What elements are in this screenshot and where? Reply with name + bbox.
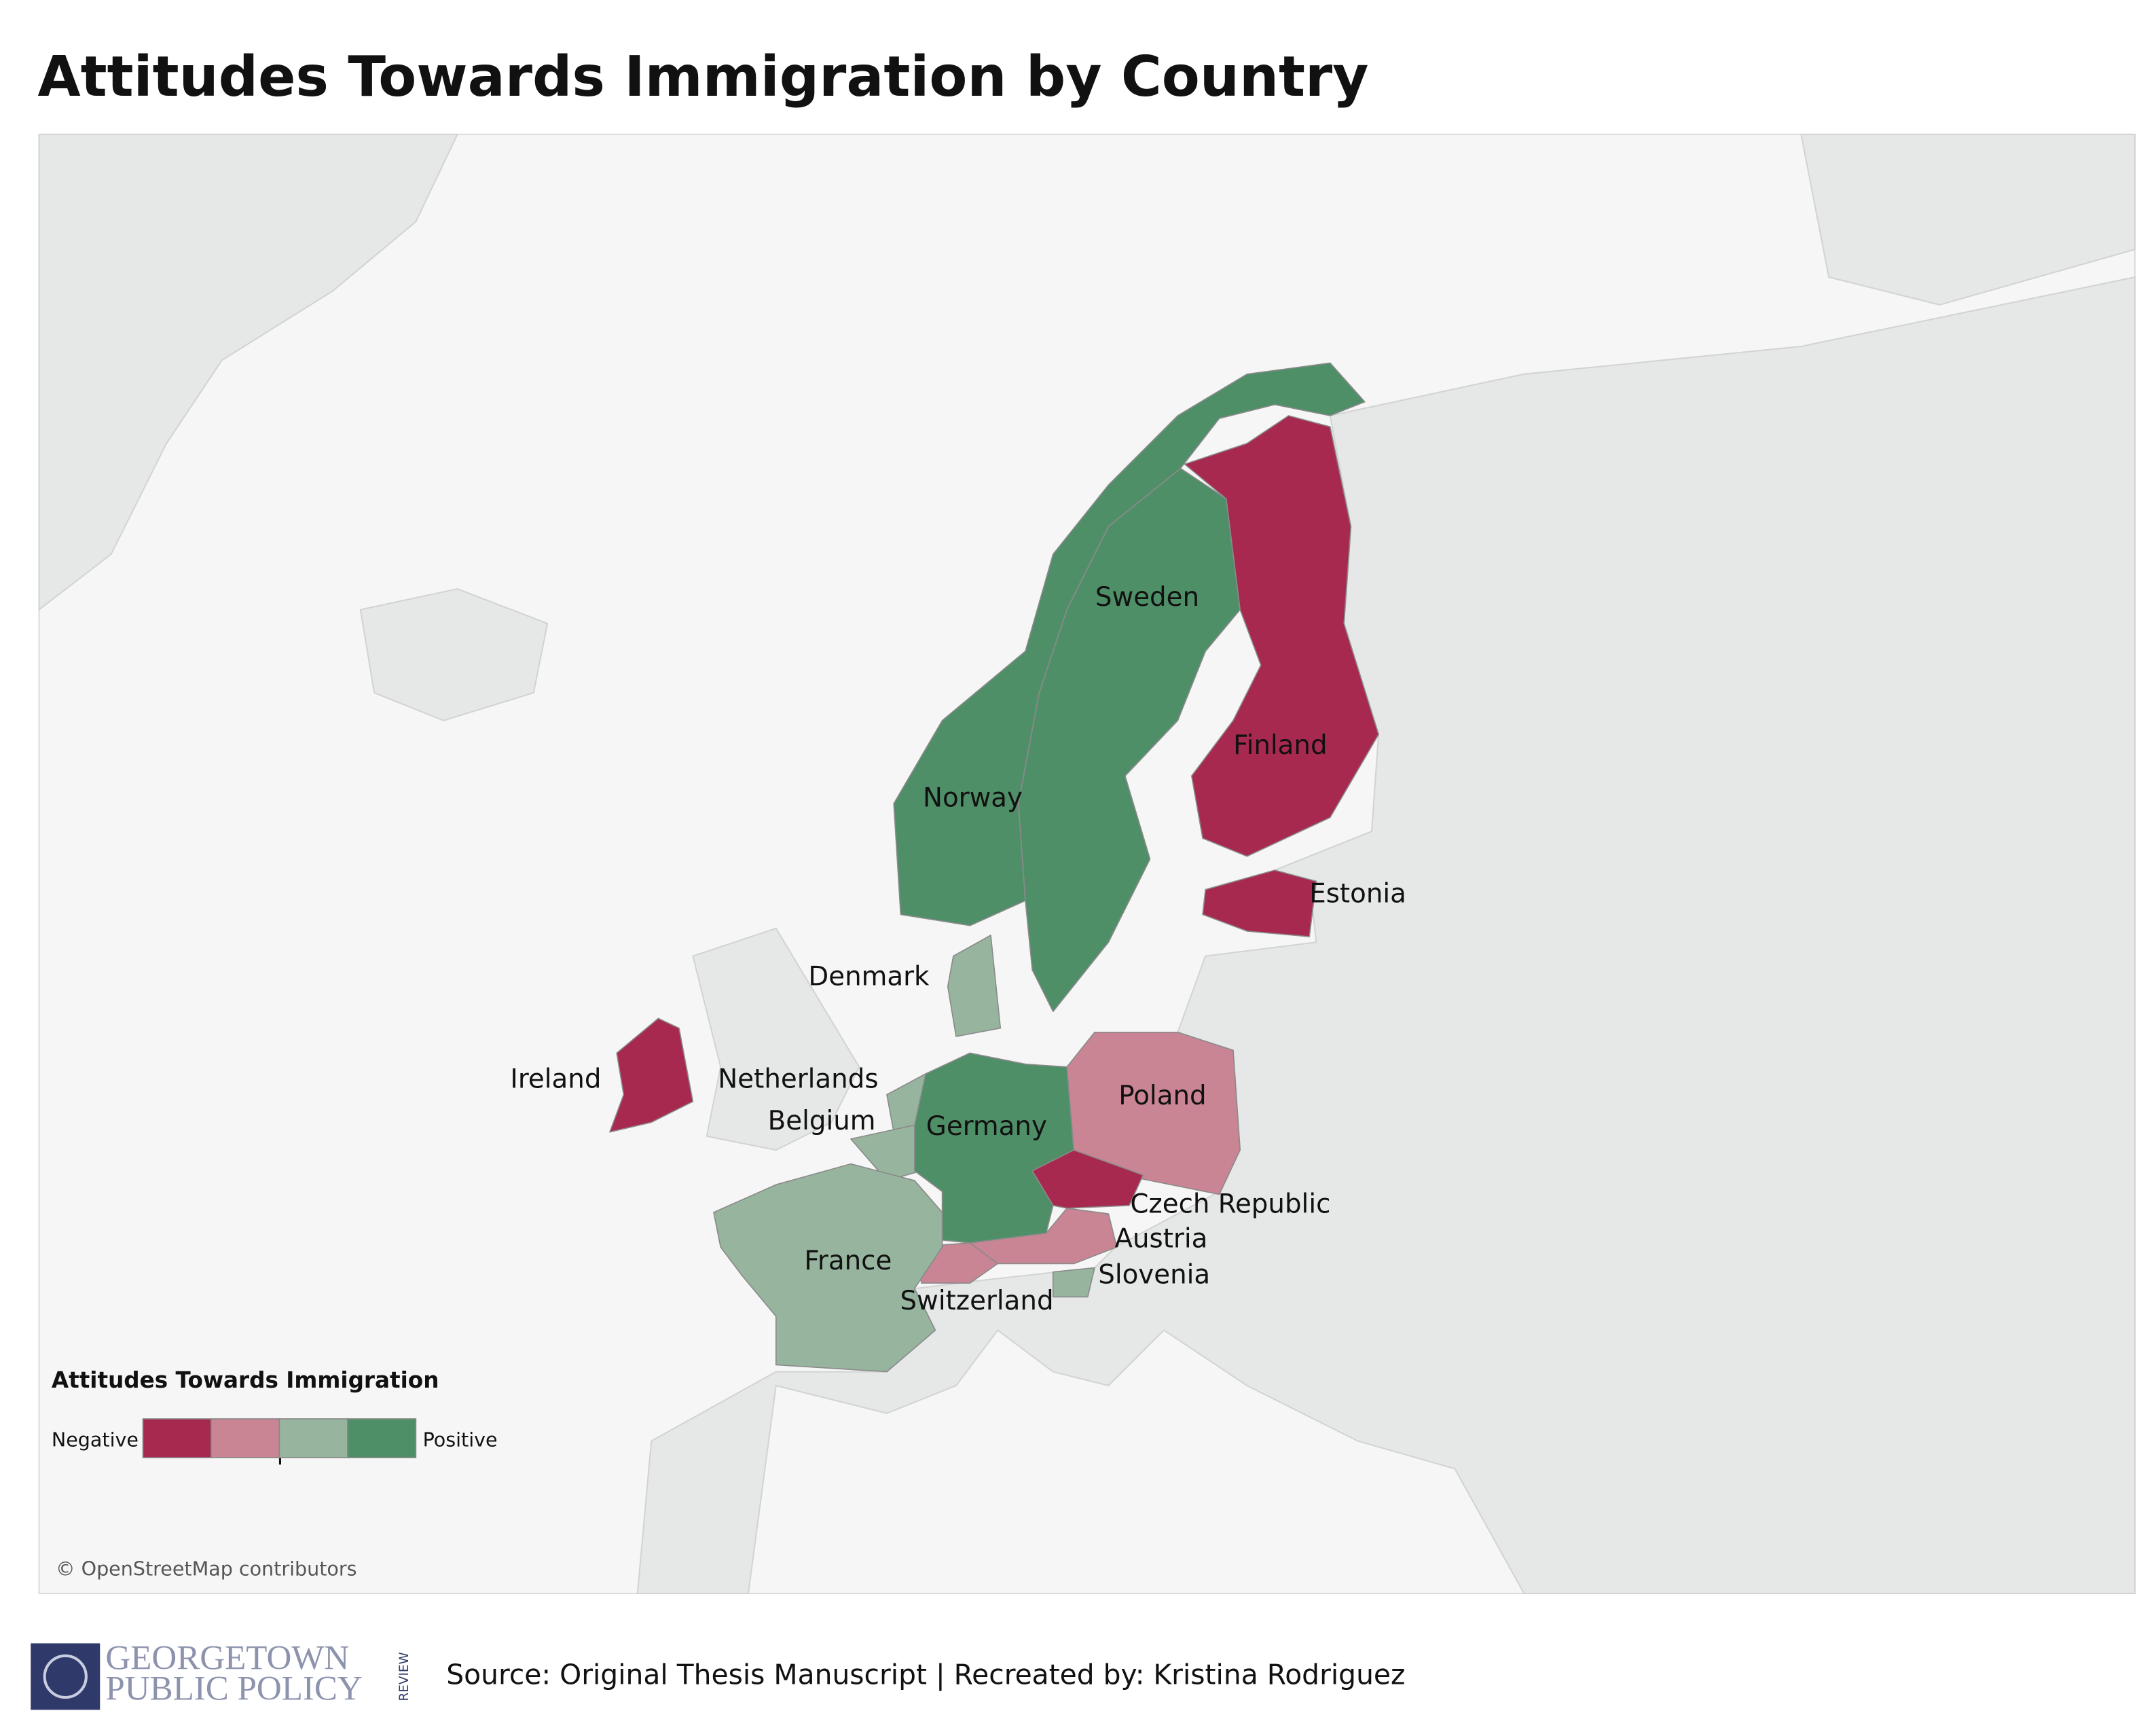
map: Norway Sweden Finland Estonia Denmark Ireland… bbox=[38, 133, 2136, 1595]
legend-swatch bbox=[347, 1418, 417, 1458]
land bbox=[359, 588, 549, 721]
base-map bbox=[38, 133, 2136, 1595]
legend-title: Attitudes Towards Immigration bbox=[52, 1367, 439, 1393]
legend-swatch bbox=[142, 1418, 212, 1458]
country-label: France bbox=[804, 1246, 892, 1276]
country-shape bbox=[947, 935, 1002, 1037]
source: Source: Original Thesis Manuscript | Rec… bbox=[446, 1658, 1405, 1691]
title: Attitudes Towards Immigration by Country bbox=[37, 45, 1368, 109]
attribution: © OpenStreetMap contributors bbox=[56, 1557, 357, 1580]
land bbox=[1800, 133, 2136, 306]
legend-high: Positive bbox=[423, 1428, 498, 1451]
country-label: Denmark bbox=[808, 962, 930, 992]
logo-line1: GEORGETOWN bbox=[105, 1640, 349, 1678]
country-shape bbox=[969, 1208, 1118, 1265]
countries bbox=[609, 362, 1379, 1373]
country-label: Germany bbox=[926, 1111, 1047, 1142]
logo-emblem bbox=[31, 1643, 101, 1710]
footer: GEORGETOWN PUBLIC POLICY REVIEW Source: … bbox=[31, 1640, 1405, 1710]
country-shape bbox=[713, 1163, 943, 1373]
country-label: Slovenia bbox=[1098, 1259, 1210, 1290]
country-label: Netherlands bbox=[718, 1064, 878, 1095]
legend-swatch bbox=[278, 1418, 348, 1458]
country-label: Estonia bbox=[1309, 878, 1406, 909]
country-labels: Norway Sweden Finland Estonia Denmark Ireland… bbox=[510, 582, 1406, 1316]
legend-swatch bbox=[211, 1418, 280, 1458]
logo-line2: PUBLIC POLICY bbox=[105, 1670, 362, 1708]
country-label: Belgium bbox=[768, 1106, 876, 1136]
land bbox=[38, 133, 459, 611]
country-label: Poland bbox=[1118, 1081, 1206, 1111]
country-shape bbox=[913, 1052, 1075, 1244]
legend-low: Negative bbox=[52, 1428, 139, 1451]
logo-seal bbox=[43, 1654, 88, 1699]
land bbox=[692, 927, 860, 1151]
country-label: Finland bbox=[1233, 730, 1327, 761]
country-shape bbox=[1184, 415, 1379, 857]
country-shape bbox=[1031, 1149, 1144, 1209]
country-shape bbox=[1202, 869, 1317, 937]
country-label: Ireland bbox=[510, 1064, 601, 1095]
country-shape bbox=[1017, 467, 1241, 1013]
country-label: Switzerland bbox=[900, 1286, 1054, 1316]
country-label: Sweden bbox=[1095, 582, 1199, 613]
logo-side: REVIEW bbox=[397, 1652, 412, 1701]
legend: Attitudes Towards Immigration Negative P… bbox=[52, 1367, 498, 1465]
country-shape bbox=[1052, 1267, 1095, 1298]
country-shape bbox=[609, 1017, 694, 1133]
country-label: Czech Republic bbox=[1130, 1189, 1330, 1219]
country-label: Austria bbox=[1114, 1223, 1207, 1254]
country-label: Norway bbox=[923, 783, 1023, 814]
